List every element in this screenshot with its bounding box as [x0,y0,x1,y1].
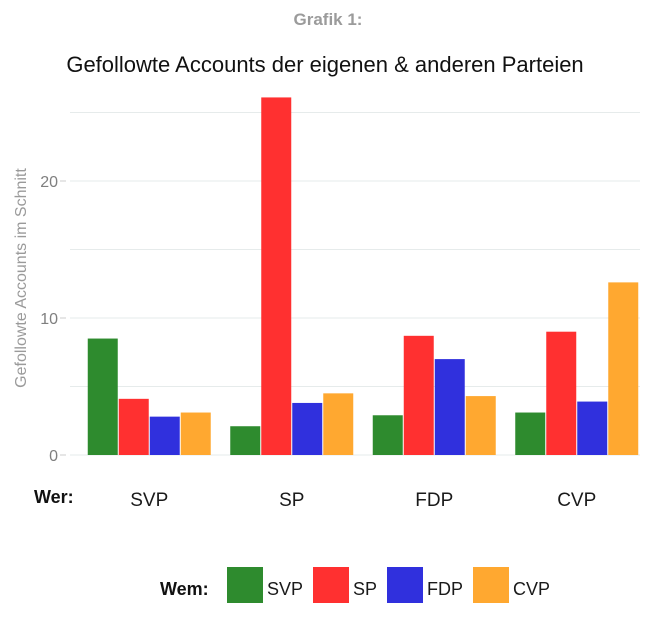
bar-cvp-cvp [608,282,639,455]
y-axis-label: Gefollowte Accounts im Schnitt [13,168,30,388]
bars [87,97,639,456]
x-axis-categories: SVP SP FDP CVP [130,490,596,511]
bar-fdp-svp [372,415,403,455]
bar-svp-sp [118,398,149,455]
x-category-label: CVP [557,490,596,511]
bar-fdp-fdp [434,359,465,455]
legend-title: Wem: [160,579,209,599]
bar-sp-cvp [323,393,354,455]
y-tick-label: 20 [40,174,58,191]
x-category-label: SVP [130,490,168,511]
legend: Wem: SVP SP FDP CVP [160,567,550,603]
legend-label: CVP [513,579,550,599]
y-tick-label: 0 [49,448,58,465]
bar-fdp-cvp [465,396,496,455]
figure-caption: Grafik 1: [293,10,363,29]
legend-label: FDP [427,579,463,599]
legend-label: SP [353,579,377,599]
bar-sp-svp [230,426,261,455]
bar-cvp-fdp [577,401,608,455]
bar-cvp-sp [546,331,577,455]
x-category-label: SP [279,490,304,511]
bar-svp-cvp [180,412,211,455]
bar-svp-svp [87,338,118,455]
legend-swatch [227,567,263,603]
bar-svp-fdp [149,416,180,455]
y-tick-label: 10 [40,311,58,328]
bar-fdp-sp [403,335,434,455]
legend-swatch [313,567,349,603]
bar-sp-sp [261,97,292,456]
x-category-label: FDP [415,490,453,511]
legend-swatch [473,567,509,603]
bar-cvp-svp [515,412,546,455]
legend-label: SVP [267,579,303,599]
x-axis-label: Wer: [34,487,74,507]
legend-swatch [387,567,423,603]
bar-sp-fdp [292,402,323,455]
y-axis-ticks: 0 10 20 [40,174,66,465]
chart-title: Gefollowte Accounts der eigenen & andere… [66,52,583,77]
